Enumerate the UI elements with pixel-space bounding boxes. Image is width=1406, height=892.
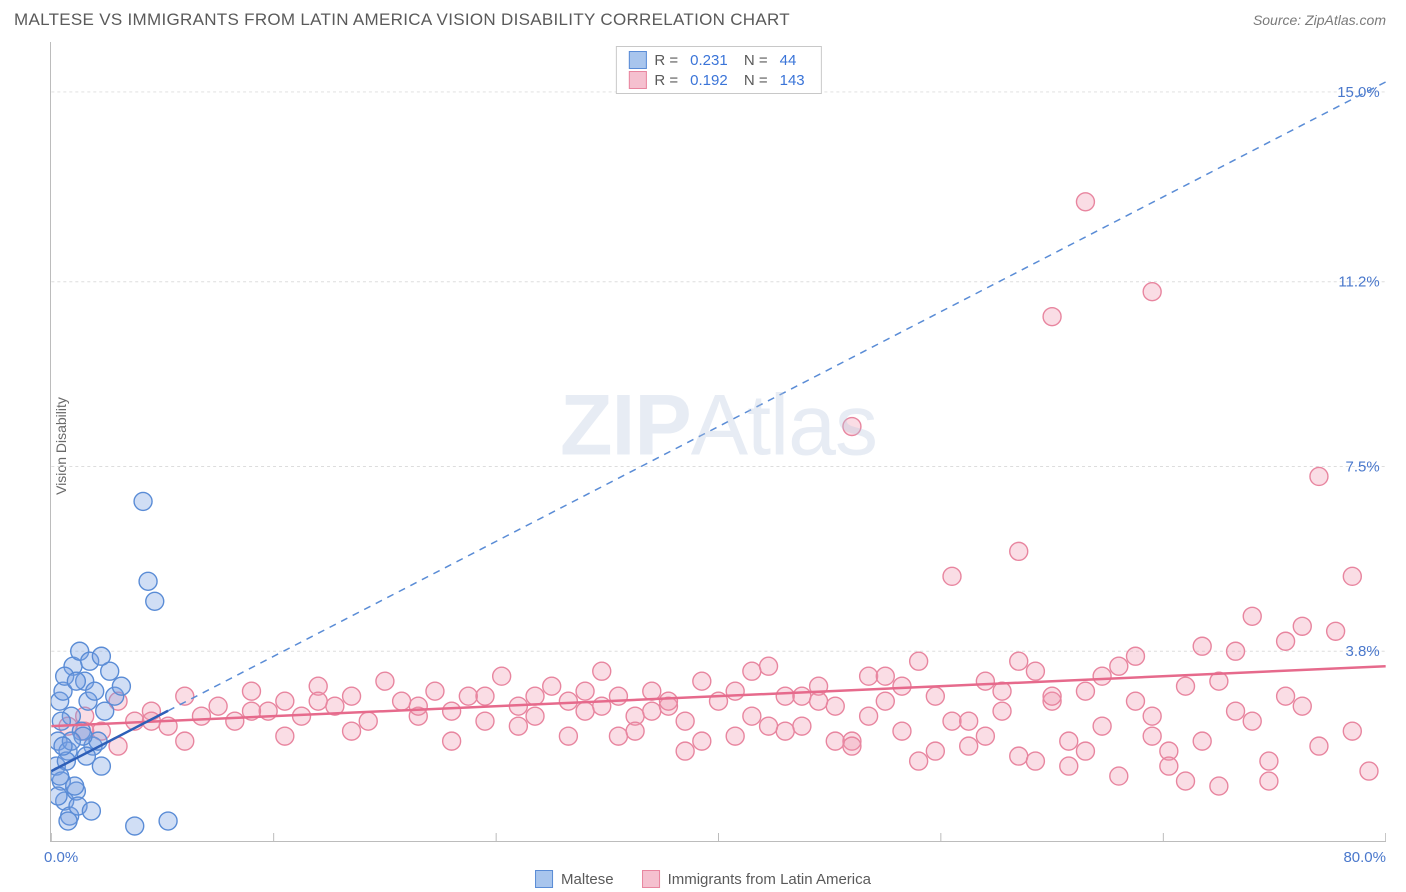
svg-text:7.5%: 7.5% [1346,458,1380,475]
legend-swatch-maltese [628,51,646,69]
legend-swatch-immigrants [628,71,646,89]
chart-source: Source: ZipAtlas.com [1253,12,1386,28]
r-value-immigrants: 0.192 [690,72,728,89]
bottom-legend: Maltese Immigrants from Latin America [535,870,871,888]
chart-header: MALTESE VS IMMIGRANTS FROM LATIN AMERICA… [0,0,1406,34]
bottom-legend-maltese: Maltese [535,870,614,888]
bottom-swatch-maltese [535,870,553,888]
svg-text:3.8%: 3.8% [1346,643,1380,660]
plot-area: 3.8%7.5%11.2%15.0% ZIPAtlas R = 0.231 N … [50,42,1386,842]
n-value-maltese: 44 [780,52,797,69]
svg-text:11.2%: 11.2% [1338,274,1379,291]
legend-row-maltese: R = 0.231 N = 44 [628,50,808,70]
chart-container: 3.8%7.5%11.2%15.0% ZIPAtlas R = 0.231 N … [50,42,1386,842]
svg-text:15.0%: 15.0% [1337,84,1379,101]
bottom-label-maltese: Maltese [561,871,614,888]
chart-svg: 3.8% 7.5% 11.2% 15.0% [51,42,1386,841]
bottom-swatch-immigrants [642,870,660,888]
x-max-label: 80.0% [1343,849,1386,866]
bottom-label-immigrants: Immigrants from Latin America [668,871,871,888]
n-value-immigrants: 143 [780,72,805,89]
correlation-legend: R = 0.231 N = 44 R = 0.192 N = 143 [615,46,821,94]
x-min-label: 0.0% [44,849,78,866]
r-value-maltese: 0.231 [690,52,728,69]
bottom-legend-immigrants: Immigrants from Latin America [642,870,871,888]
legend-row-immigrants: R = 0.192 N = 143 [628,70,808,90]
chart-title: MALTESE VS IMMIGRANTS FROM LATIN AMERICA… [14,10,790,30]
